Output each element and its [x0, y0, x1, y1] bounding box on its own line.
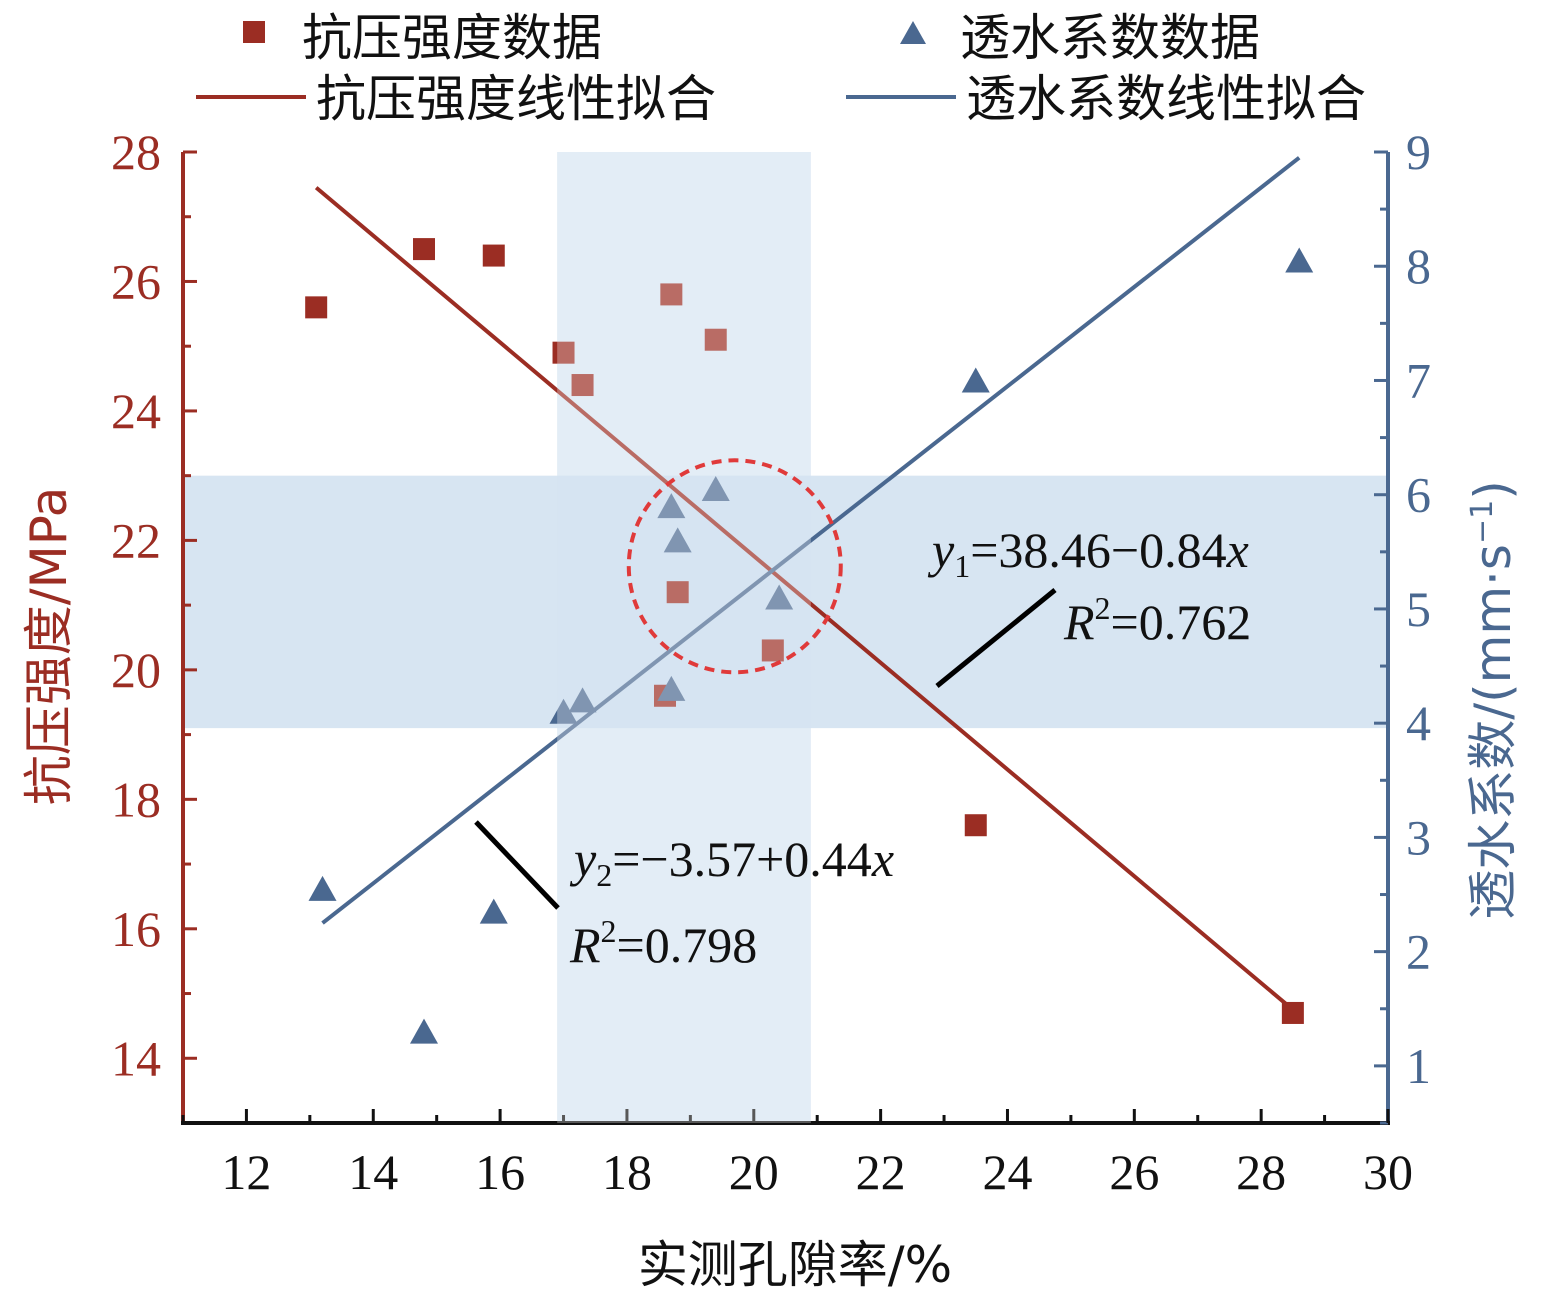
legend-compressive-marker — [243, 21, 265, 43]
left-tick-label: 14 — [111, 1030, 161, 1086]
permeability-data-point — [657, 675, 686, 701]
permeability-data-point — [657, 493, 686, 519]
leader-line-2 — [474, 820, 560, 910]
eq1-var: y — [927, 522, 955, 578]
eq2-rest: =−3.57+0.44 — [612, 831, 872, 887]
right-tick-label: 6 — [1406, 467, 1431, 523]
right-tick-label: 3 — [1406, 809, 1431, 865]
compressive-data-point — [660, 283, 683, 306]
compressive-data-point — [964, 814, 987, 837]
compressive-data-point — [552, 341, 575, 364]
compressive-data-point — [413, 238, 435, 261]
right-tick-label: 8 — [1406, 238, 1431, 294]
right-axis-title: 透水系数/(mm·s−1) — [1464, 480, 1522, 919]
right-tick-label: 4 — [1406, 695, 1431, 751]
legend: 抗压强度数据 透水系数数据 抗压强度线性拟合 透水系数线性拟合 — [196, 9, 1366, 128]
compressive-data-point — [571, 374, 594, 397]
eq1-x: x — [1226, 522, 1249, 578]
right-tick-label: 5 — [1406, 581, 1431, 637]
x-tick-label: 18 — [602, 1144, 652, 1200]
r1-sup: 2 — [1095, 590, 1111, 626]
permeability-data-point — [1285, 247, 1314, 273]
left-tick-label: 24 — [111, 383, 161, 439]
equation-2: y2=−3.57+0.44x — [569, 831, 894, 893]
x-tick-label: 20 — [729, 1144, 779, 1200]
eq2-sub: 2 — [596, 857, 612, 893]
equation-1: y1=38.46−0.84x — [927, 522, 1249, 584]
legend-compressive-fit: 抗压强度线性拟合 — [316, 70, 716, 128]
x-tick-label: 16 — [475, 1144, 525, 1200]
x-tick-label: 14 — [348, 1144, 398, 1200]
highlight-circle — [626, 458, 843, 675]
x-tick-label: 24 — [982, 1144, 1032, 1200]
eq2-var: y — [569, 831, 597, 887]
legend-compressive-data: 抗压强度数据 — [302, 9, 602, 67]
eq1-sub: 1 — [954, 548, 970, 584]
permeability-data-point — [568, 687, 597, 713]
permeability-data-point — [701, 475, 730, 501]
right-axis-title-tail: ) — [1464, 480, 1522, 500]
fit-lines — [314, 156, 1301, 1012]
legend-permeability-marker — [900, 21, 926, 44]
legend-permeability-fit: 透水系数线性拟合 — [966, 70, 1366, 128]
r-squared-2: R2=0.798 — [569, 913, 757, 973]
compressive-data-point — [482, 244, 505, 267]
left-tick-label: 20 — [111, 642, 161, 698]
compressive-data-point — [761, 639, 784, 662]
r2-rest: =0.798 — [617, 917, 758, 973]
left-tick-label: 16 — [111, 901, 161, 957]
compressive-data-point — [1281, 1001, 1304, 1024]
right-tick-label: 1 — [1406, 1038, 1431, 1094]
permeability-data-point — [549, 698, 578, 724]
permeability-data-point — [663, 527, 692, 553]
x-axis-title: 实测孔隙率/% — [638, 1236, 952, 1294]
left-tick-label: 26 — [111, 253, 161, 309]
permeability-data-point — [961, 367, 990, 393]
right-tick-label: 2 — [1406, 924, 1431, 980]
r2-sup: 2 — [601, 913, 617, 949]
vertical-band-veil — [557, 152, 811, 1123]
compressive-data-point — [305, 296, 328, 319]
leader-line-1 — [935, 588, 1057, 688]
r1-rest: =0.762 — [1111, 594, 1252, 650]
left-tick-label: 28 — [111, 124, 161, 180]
x-tick-label: 30 — [1363, 1144, 1413, 1200]
compressive-data-point — [704, 328, 727, 351]
right-axis-title-sup: −1 — [1465, 500, 1500, 544]
r1-var: R — [1063, 594, 1095, 650]
permeability-data-point — [308, 875, 337, 901]
overlay — [557, 152, 843, 1123]
permeability-fit-line — [321, 156, 1301, 925]
permeability-data-point — [765, 584, 794, 610]
x-tick-label: 28 — [1236, 1144, 1286, 1200]
legend-permeability-data: 透水系数数据 — [960, 9, 1260, 67]
x-tick-label: 26 — [1109, 1144, 1159, 1200]
compressive-fit-line — [314, 186, 1295, 1012]
r2-var: R — [569, 917, 601, 973]
data-points — [305, 238, 1314, 1044]
r-squared-1: R2=0.762 — [1063, 590, 1251, 650]
permeability-data-point — [479, 898, 508, 924]
x-tick-label: 12 — [221, 1144, 271, 1200]
left-tick-label: 22 — [111, 512, 161, 568]
annotation-fit1: y1=38.46−0.84x R2=0.762 — [927, 522, 1251, 688]
eq1-rest: =38.46−0.84 — [970, 522, 1226, 578]
right-tick-label: 9 — [1406, 124, 1431, 180]
permeability-data-point — [410, 1018, 438, 1044]
left-axis-title: 抗压强度/MPa — [20, 487, 78, 806]
right-axis-title-main: 透水系数/(mm·s — [1464, 544, 1522, 920]
annotation-fit2: y2=−3.57+0.44x R2=0.798 — [474, 820, 894, 973]
left-tick-label: 18 — [111, 771, 161, 827]
eq2-x: x — [871, 831, 894, 887]
x-tick-label: 22 — [856, 1144, 906, 1200]
right-tick-label: 7 — [1406, 352, 1431, 408]
compressive-data-point — [666, 581, 689, 604]
